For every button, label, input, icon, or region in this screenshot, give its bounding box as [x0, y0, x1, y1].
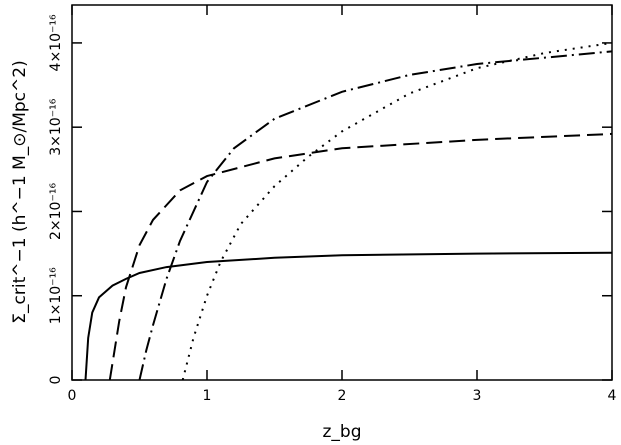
- y-tick-label: 2×10⁻¹⁶: [48, 183, 64, 240]
- data-line: [84, 251, 613, 381]
- data-line: [108, 132, 613, 381]
- x-tick-label: 1: [203, 388, 212, 404]
- y-axis-label: Σ_crit^−1 (h^−1 M_⊙/Mpc^2): [10, 60, 30, 323]
- x-tick-label: 0: [68, 388, 77, 404]
- data-line: [138, 50, 613, 381]
- x-axis-label: z_bg: [322, 422, 361, 442]
- y-tick-label: 0: [48, 376, 64, 385]
- x-tick-label: 2: [338, 388, 347, 404]
- y-tick-label: 1×10⁻¹⁶: [48, 267, 64, 324]
- y-tick-label: 4×10⁻¹⁶: [48, 14, 64, 71]
- y-tick-label: 3×10⁻¹⁶: [48, 98, 64, 155]
- x-tick-label: 4: [608, 388, 617, 404]
- x-tick-label: 3: [473, 388, 482, 404]
- data-line: [181, 41, 613, 381]
